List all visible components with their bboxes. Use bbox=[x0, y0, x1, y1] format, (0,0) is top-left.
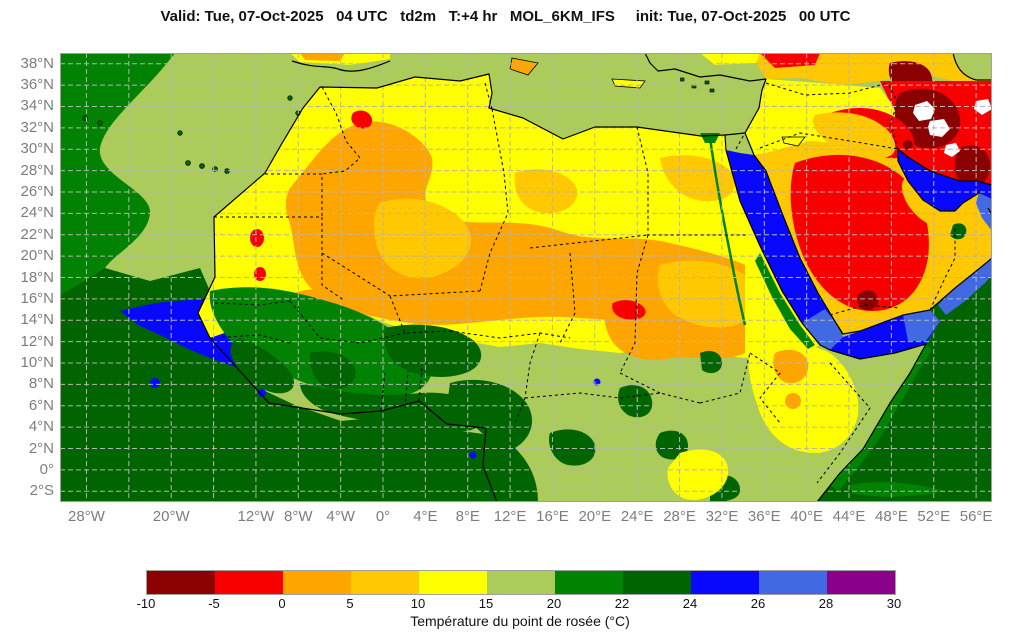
lon-tick-label: 4°W bbox=[326, 508, 355, 525]
lat-tick-label: 24°N bbox=[20, 204, 54, 222]
lat-tick-label: 26°N bbox=[20, 182, 54, 200]
colorbar-segment bbox=[419, 571, 487, 594]
colorbar-caption: Température du point de rosée (°C) bbox=[410, 613, 630, 629]
colorbar-segment bbox=[555, 571, 623, 594]
lat-tick-label: 34°N bbox=[20, 97, 54, 115]
lat-tick-label: 22°N bbox=[20, 225, 54, 243]
lat-tick-label: 0° bbox=[39, 460, 54, 478]
lat-tick-label: 36°N bbox=[20, 76, 54, 94]
lon-tick-label: 8°E bbox=[455, 508, 480, 525]
lon-tick-label: 16°E bbox=[536, 508, 569, 525]
colorbar-tick-label: 5 bbox=[346, 596, 354, 611]
lat-tick-label: 14°N bbox=[20, 311, 54, 329]
lon-tick-label: 12°W bbox=[237, 508, 275, 525]
lon-tick-label: 12°E bbox=[493, 508, 527, 525]
colorbar-segment bbox=[283, 571, 351, 594]
colorbar-segment bbox=[147, 571, 215, 594]
lat-tick-label: 38°N bbox=[20, 54, 54, 72]
page-title: Valid: Tue, 07-Oct-2025 04 UTC td2m T:+4… bbox=[160, 8, 851, 25]
lon-tick-label: 56°E bbox=[959, 508, 993, 525]
colorbar-tick-label: 15 bbox=[478, 596, 494, 611]
lon-tick-label: 20°W bbox=[152, 508, 190, 525]
lat-tick-label: 20°N bbox=[20, 247, 54, 265]
lat-tick-label: 4°N bbox=[28, 418, 54, 436]
colorbar-tick-label: -10 bbox=[136, 596, 156, 611]
lon-tick-label: 4°E bbox=[413, 508, 438, 525]
colorbar-segment bbox=[827, 571, 895, 594]
lat-tick-label: 10°N bbox=[20, 354, 54, 372]
colorbar-segment bbox=[215, 571, 283, 594]
lat-tick-label: 32°N bbox=[20, 118, 54, 136]
dewpoint-map bbox=[60, 53, 992, 502]
lon-tick-label: 20°E bbox=[578, 508, 612, 525]
lon-tick-label: 44°E bbox=[832, 508, 866, 525]
lon-tick-label: 32°E bbox=[705, 508, 739, 525]
lon-tick-label: 28°E bbox=[663, 508, 696, 525]
lat-tick-label: 28°N bbox=[20, 161, 54, 179]
lat-tick-label: 8°N bbox=[28, 375, 54, 393]
colorbar-segment bbox=[351, 571, 419, 594]
colorbar-segment bbox=[623, 571, 691, 594]
colorbar-tick-label: 22 bbox=[614, 596, 630, 611]
colorbar bbox=[146, 570, 896, 595]
lon-tick-label: 48°E bbox=[875, 508, 908, 525]
colorbar-tick-label: 30 bbox=[886, 596, 902, 611]
lat-tick-label: 18°N bbox=[20, 268, 54, 286]
lon-tick-label: 40°E bbox=[790, 508, 823, 525]
lon-tick-label: 0° bbox=[375, 508, 391, 525]
lon-tick-label: 24°E bbox=[620, 508, 654, 525]
colorbar-tick-label: 24 bbox=[682, 596, 698, 611]
colorbar-segment bbox=[487, 571, 555, 594]
colorbar-tick-label: 0 bbox=[278, 596, 286, 611]
colorbar-tick-label: 26 bbox=[750, 596, 766, 611]
lat-tick-label: 2°N bbox=[28, 439, 54, 457]
lat-tick-label: 30°N bbox=[20, 140, 54, 158]
colorbar-tick-label: -5 bbox=[208, 596, 220, 611]
lat-tick-label: 16°N bbox=[20, 289, 54, 307]
colorbar-tick-label: 10 bbox=[410, 596, 426, 611]
lat-tick-label: 12°N bbox=[20, 332, 54, 350]
lat-tick-label: 6°N bbox=[28, 396, 54, 414]
lon-tick-label: 8°W bbox=[284, 508, 313, 525]
lon-tick-label: 36°E bbox=[747, 508, 781, 525]
colorbar-tick-label: 28 bbox=[818, 596, 834, 611]
lat-tick-label: 2°S bbox=[29, 482, 54, 500]
colorbar-tick-label: 20 bbox=[546, 596, 562, 611]
lon-tick-label: 52°E bbox=[917, 508, 951, 525]
colorbar-segment bbox=[759, 571, 827, 594]
colorbar-segment bbox=[691, 571, 759, 594]
lon-tick-label: 28°W bbox=[68, 508, 105, 525]
